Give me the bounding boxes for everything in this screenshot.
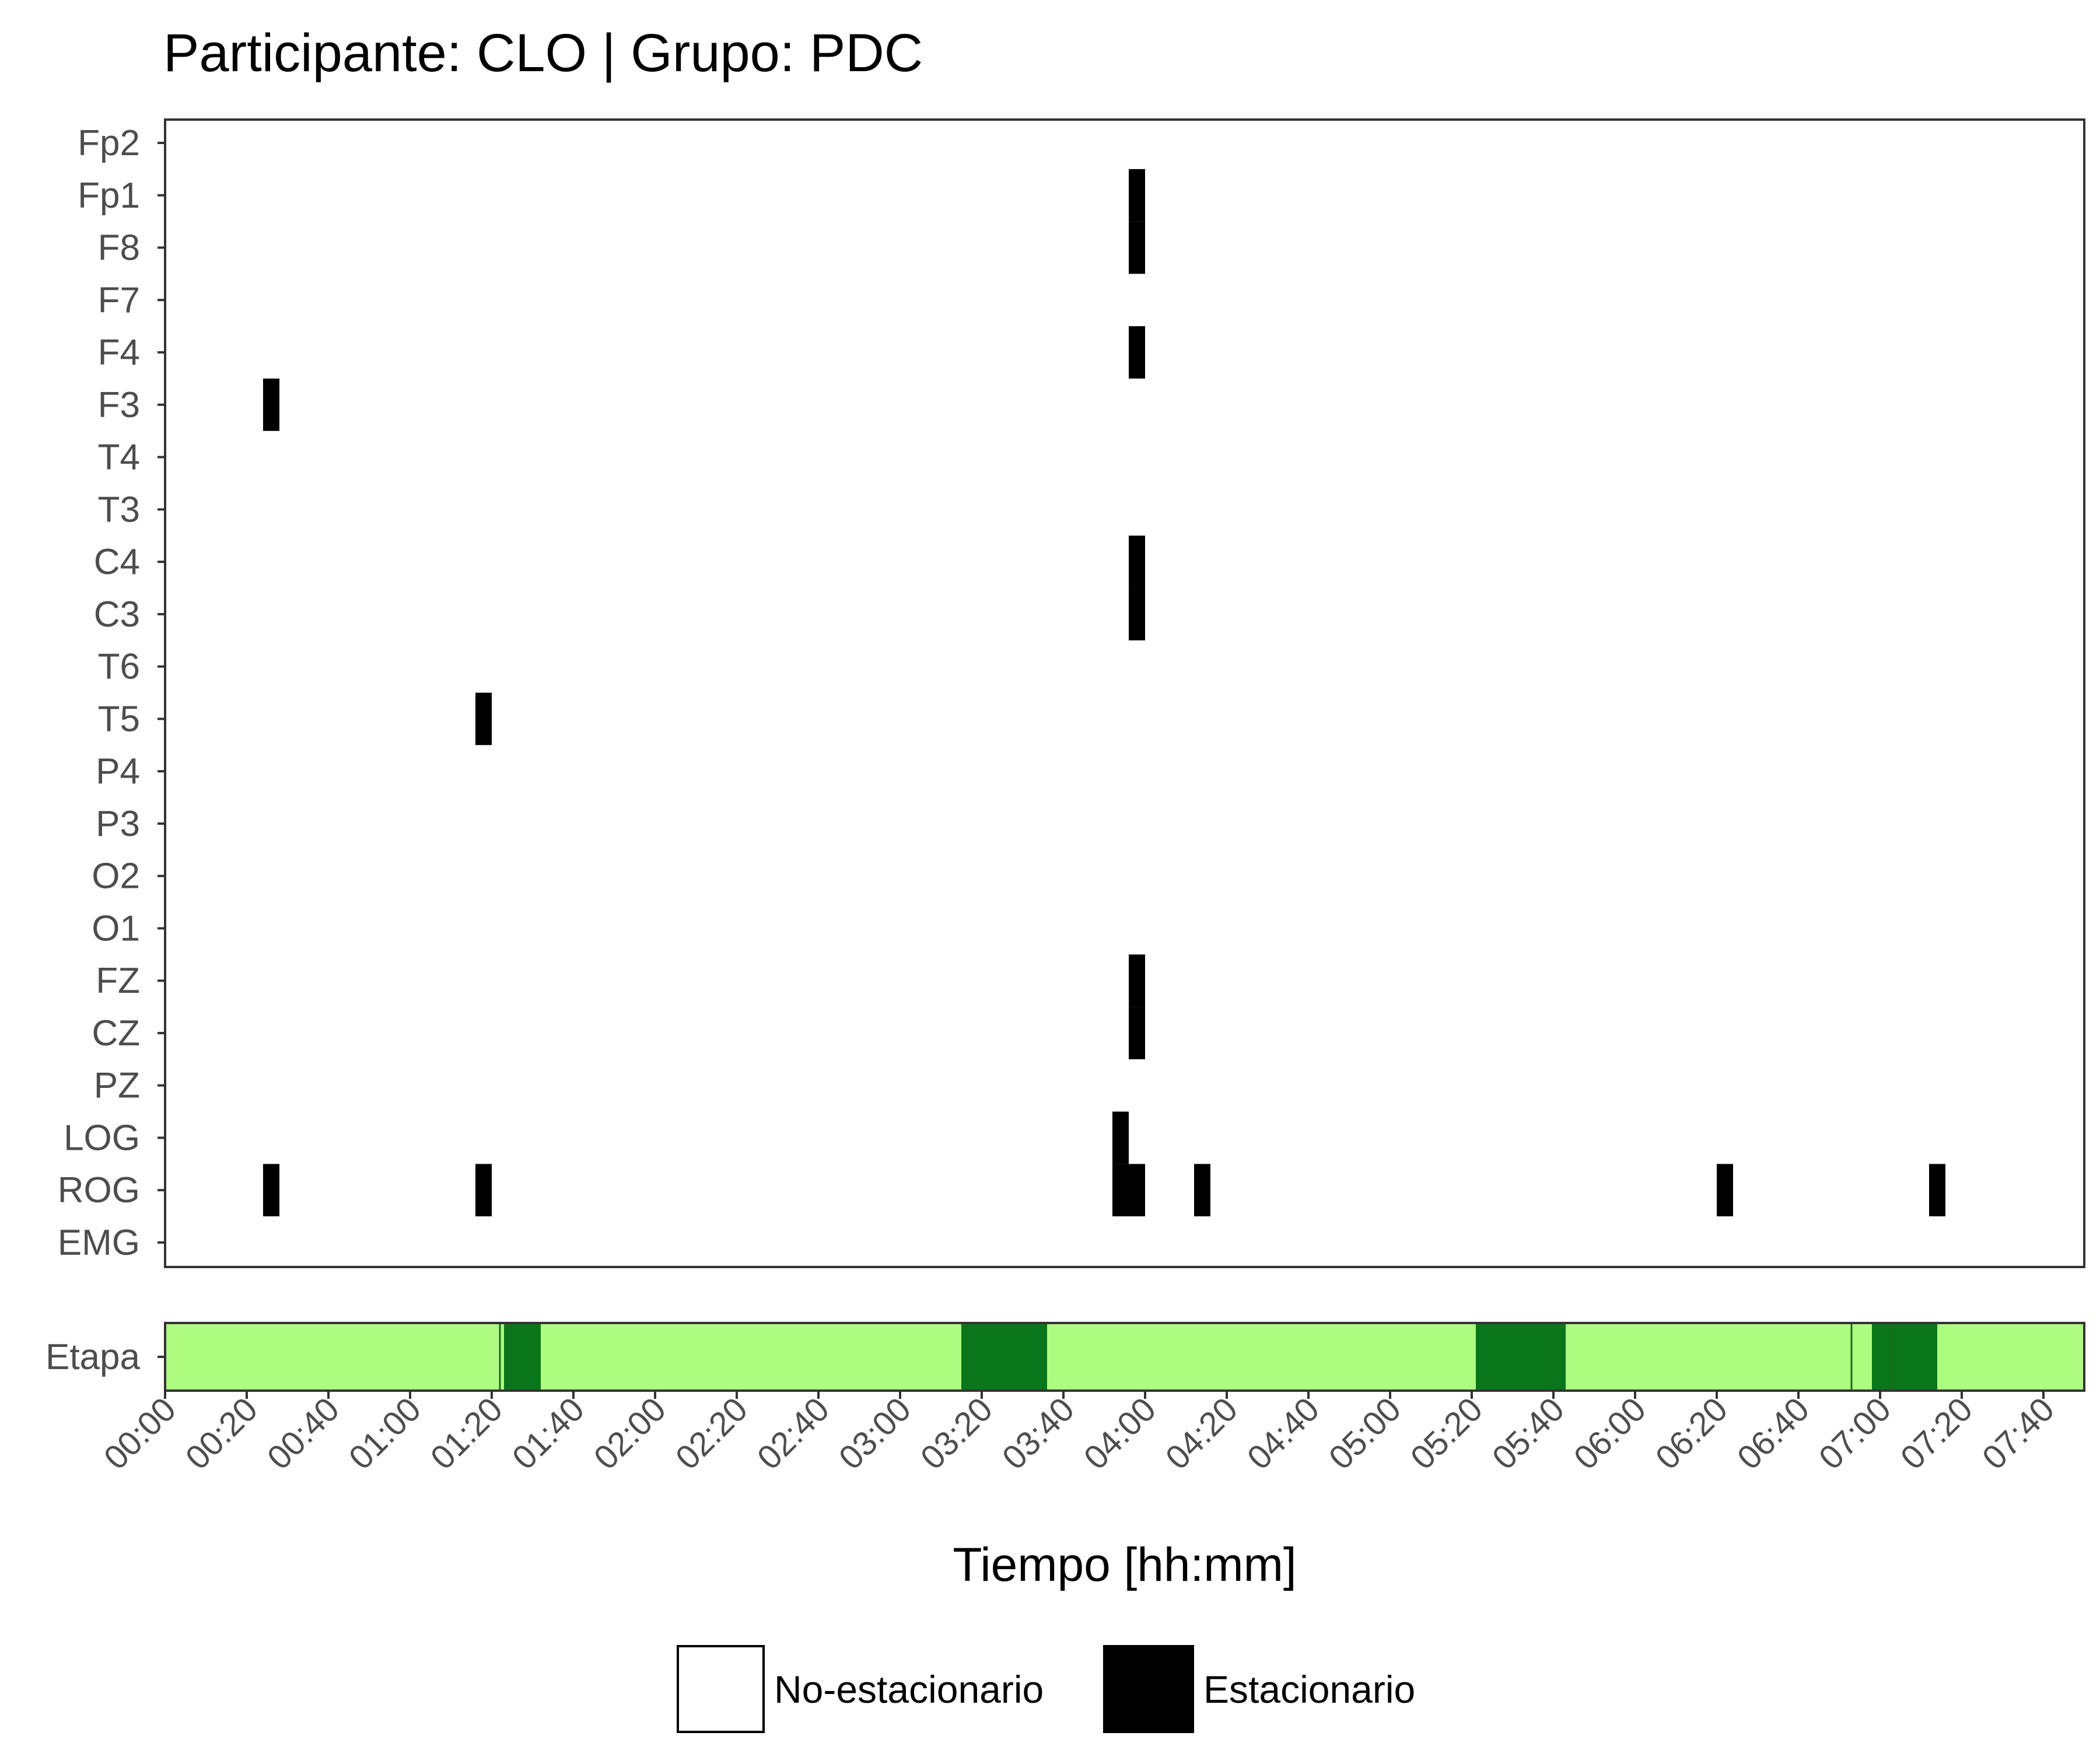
x-tick-label: 07:40 (1975, 1390, 2062, 1477)
x-tick-label: 00:20 (178, 1390, 265, 1477)
y-tick-label: T4 (98, 438, 140, 478)
y-tick-label: T5 (98, 699, 140, 739)
main-panel-border (164, 118, 2085, 1268)
y-tick-label: ROG (58, 1170, 140, 1210)
x-axis: 00:0000:2000:4001:0001:2001:4002:0002:20… (97, 1390, 2062, 1477)
x-tick-label: 05:40 (1485, 1390, 1572, 1477)
x-tick-label: 01:20 (424, 1390, 510, 1477)
stationary-segment (1129, 221, 1145, 274)
chart-title: Participante: CLO | Grupo: PDC (163, 23, 923, 83)
x-tick-label: 04:00 (1077, 1390, 1164, 1477)
stage-axis-label: Etapa (46, 1337, 141, 1377)
y-tick-label: F4 (98, 332, 140, 373)
y-tick-label: Fp2 (78, 123, 140, 163)
x-tick-label: 03:20 (914, 1390, 1000, 1477)
x-tick-label: 07:00 (1812, 1390, 1899, 1477)
legend-label-non-stationary: No-estacionario (774, 1668, 1044, 1711)
y-tick-label: LOG (64, 1118, 140, 1158)
x-tick-label: 05:00 (1322, 1390, 1409, 1477)
stage-panel: Etapa (46, 1322, 2085, 1392)
x-tick-label: 04:40 (1240, 1390, 1327, 1477)
x-tick-label: 04:20 (1158, 1390, 1245, 1477)
stationary-segment (1194, 1164, 1210, 1217)
y-tick-label: C4 (94, 542, 140, 582)
x-tick-label: 01:40 (505, 1390, 592, 1477)
stationary-segment (475, 692, 492, 746)
x-tick-label: 00:00 (97, 1390, 184, 1477)
legend-label-stationary: Estacionario (1203, 1668, 1415, 1711)
y-tick-label: P4 (96, 751, 140, 792)
legend: No-estacionario Estacionario (677, 1645, 1415, 1733)
stationary-segment (1129, 954, 1145, 1007)
x-tick-label: 05:20 (1404, 1390, 1490, 1477)
main-panel: Fp2 Fp1 F8 F7 F4 F3 T4 T3 C4 C3 T6 T5 P4 P3 O2 O1 FZ CZ PZ… (58, 118, 2085, 1268)
stage-segment (1872, 1323, 1937, 1391)
stage-segment (961, 1323, 1047, 1391)
x-axis-title: Tiempo [hh:mm] (953, 1538, 1296, 1591)
stationary-segment (1129, 169, 1145, 222)
stationary-segment (263, 1164, 279, 1217)
stage-fill (165, 1323, 2084, 1391)
stationary-segment (263, 378, 279, 431)
x-tick-label: 06:00 (1567, 1390, 1654, 1477)
x-tick-label: 02:40 (750, 1390, 837, 1477)
x-tick-label: 06:40 (1730, 1390, 1817, 1477)
x-tick-label: 06:20 (1648, 1390, 1735, 1477)
x-tick-label: 02:20 (668, 1390, 755, 1477)
y-tick-label: F8 (98, 228, 140, 268)
y-tick-label: Fp1 (78, 176, 140, 216)
y-tick-label: O1 (92, 908, 140, 949)
x-tick-label: 07:20 (1894, 1390, 1980, 1477)
stationary-segments (263, 169, 1945, 1217)
stationary-segment (1129, 536, 1145, 588)
legend-swatch-non-stationary (677, 1645, 765, 1733)
y-tick-label: EMG (58, 1223, 140, 1263)
x-tick-label: 02:00 (587, 1390, 674, 1477)
stationary-segment (1129, 587, 1145, 640)
y-tick-label: F7 (98, 280, 140, 320)
y-tick-label: C3 (94, 594, 140, 635)
stationary-segment (1129, 1007, 1145, 1059)
y-tick-label: CZ (92, 1013, 140, 1054)
y-tick-label: T6 (98, 647, 140, 687)
y-tick-label: PZ (94, 1066, 140, 1106)
y-tick-label: T3 (98, 489, 140, 530)
stationary-segment (1717, 1164, 1733, 1217)
y-tick-label: P3 (96, 804, 140, 844)
stationary-segment (1129, 326, 1145, 379)
y-tick-label: FZ (96, 961, 140, 1001)
y-axis: Fp2 Fp1 F8 F7 F4 F3 T4 T3 C4 C3 T6 T5 P4 P3 O2 O1 FZ CZ PZ… (58, 123, 165, 1263)
stationary-segment (475, 1164, 492, 1217)
y-tick-label: O2 (92, 856, 140, 897)
legend-swatch-stationary (1103, 1645, 1194, 1733)
x-tick-label: 03:40 (995, 1390, 1082, 1477)
stationary-segment (1929, 1164, 1945, 1217)
x-tick-label: 01:00 (342, 1390, 429, 1477)
stage-base (165, 1323, 2084, 1391)
x-tick-label: 00:40 (260, 1390, 347, 1477)
stationary-segment (1112, 1164, 1145, 1217)
stationary-segment (1112, 1111, 1129, 1164)
stage-segment (504, 1323, 541, 1391)
x-tick-label: 03:00 (832, 1390, 919, 1477)
y-tick-label: F3 (98, 385, 140, 425)
stage-segment (1476, 1323, 1566, 1391)
